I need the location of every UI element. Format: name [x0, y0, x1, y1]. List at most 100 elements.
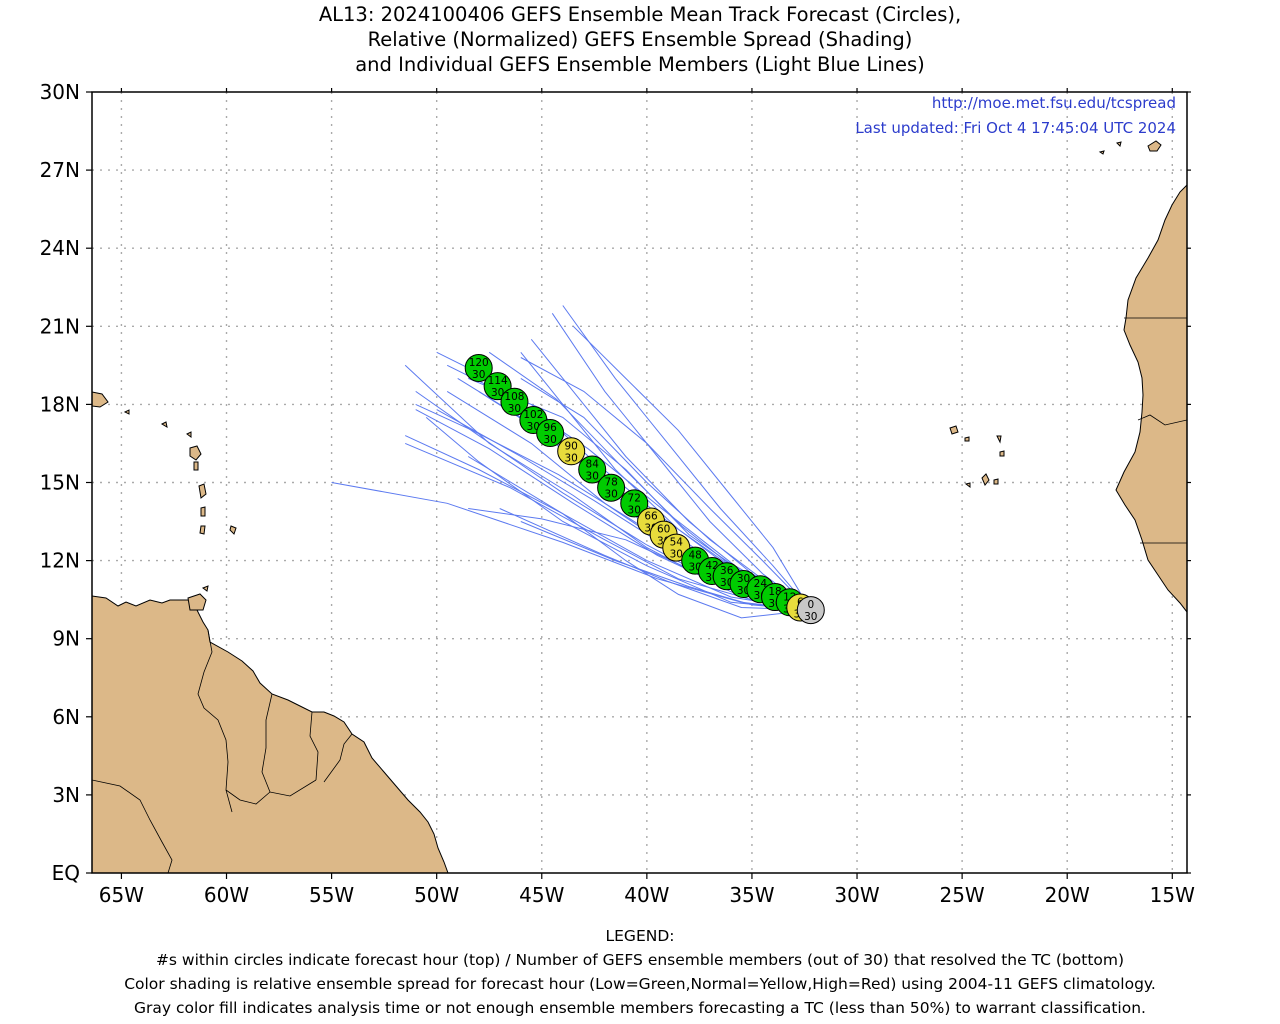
lon-tick-label: 25W [939, 883, 984, 907]
source-url: http://moe.met.fsu.edu/tcspread [932, 94, 1176, 112]
member-count-label: 30 [491, 387, 504, 399]
ensemble-member-line [467, 456, 811, 619]
forecast-hour-label: 114 [488, 375, 508, 387]
ensemble-member-line [499, 508, 811, 611]
lon-tick-label: 40W [624, 883, 669, 907]
member-count-label: 30 [628, 504, 641, 516]
legend-heading: LEGEND: [605, 927, 675, 945]
title-line-3: and Individual GEFS Ensemble Members (Li… [355, 53, 925, 76]
country-borders [92, 317, 1187, 873]
land-barbados [229, 525, 237, 535]
lon-tick-label: 55W [309, 883, 354, 907]
land-puerto-rico-east [92, 391, 109, 408]
land-cape-verde-5 [999, 450, 1005, 457]
land-cape-verde-2 [964, 436, 970, 442]
land-lesser-antilles-1 [189, 445, 202, 461]
border-africa-inner [1137, 414, 1187, 426]
land-madeira [1116, 141, 1122, 147]
track-circle [557, 437, 586, 466]
forecast-hour-label: 30 [737, 573, 750, 585]
lon-tick-label: 15W [1150, 883, 1195, 907]
ensemble-member-line [404, 435, 811, 611]
forecast-hour-label: 96 [543, 422, 557, 434]
border-brazil-guyana [225, 779, 317, 805]
land-cape-verde-3 [981, 473, 990, 486]
forecast-hour-label: 0 [807, 599, 814, 611]
forecast-hour-label: 36 [720, 565, 734, 577]
lon-tick-label: 50W [414, 883, 459, 907]
land-trinidad [187, 593, 207, 611]
land-south-america [92, 595, 449, 873]
land-lesser-antilles-5 [199, 525, 206, 535]
border-suriname-french-guiana [309, 711, 319, 781]
lon-tick-label: 45W [519, 883, 564, 907]
land-cape-verde-1 [949, 425, 959, 435]
legend-line-2: Color shading is relative ensemble sprea… [124, 975, 1156, 993]
forecast-hour-label: 60 [657, 524, 670, 536]
land-island-small-2 [186, 431, 192, 438]
map-title: AL13: 2024100406 GEFS Ensemble Mean Trac… [0, 2, 1280, 77]
member-count-label: 30 [586, 470, 599, 482]
lat-tick-label: 27N [40, 158, 80, 182]
lat-lon-grid [92, 92, 1187, 873]
land-cape-verde-7 [996, 435, 1002, 444]
forecast-hour-label: 72 [628, 492, 641, 504]
forecast-hour-label: 84 [586, 458, 600, 470]
ensemble-member-line [520, 357, 812, 611]
border-venezuela-guyana [197, 629, 233, 813]
border-guyana-suriname [261, 693, 273, 793]
land-africa [1115, 184, 1187, 613]
legend-line-1: #s within circles indicate forecast hour… [155, 951, 1125, 969]
ensemble-member-line [331, 482, 811, 611]
ensemble-member-line [562, 305, 812, 611]
lat-tick-label: 3N [52, 783, 80, 807]
track-point-hour-0: 030 [796, 596, 825, 625]
title-line-1: AL13: 2024100406 GEFS Ensemble Mean Trac… [318, 3, 962, 26]
land-lesser-antilles-3 [198, 483, 207, 499]
land-island-small-3 [160, 421, 168, 429]
lat-tick-label: 6N [52, 705, 80, 729]
lon-tick-label: 35W [729, 883, 774, 907]
forecast-hour-label: 120 [469, 357, 489, 369]
track-circle [536, 419, 565, 448]
land-island-small-1 [1098, 150, 1105, 155]
land-cape-verde-6 [964, 482, 971, 488]
track-circle [597, 473, 626, 502]
forecast-hour-label: 66 [644, 511, 658, 523]
border-french-guiana-brazil [323, 733, 353, 783]
forecast-hour-label: 108 [504, 391, 524, 403]
forecast-hour-label: 54 [670, 537, 684, 549]
last-updated: Last updated: Fri Oct 4 17:45:04 UTC 202… [855, 119, 1176, 137]
lat-tick-label: 12N [40, 549, 80, 573]
land-island-small-4 [123, 409, 130, 415]
track-circle [620, 489, 649, 518]
member-count-label: 30 [604, 489, 617, 501]
member-count-label: 30 [565, 452, 578, 464]
legend: LEGEND: #s within circles indicate forec… [0, 924, 1280, 1020]
lon-tick-label: 30W [834, 883, 879, 907]
ensemble-member-line [572, 325, 812, 611]
lat-tick-label: 18N [40, 392, 80, 416]
land-lesser-antilles-2 [193, 461, 199, 471]
track-circle [796, 596, 825, 625]
land-canary-islands [1147, 140, 1162, 152]
forecast-hour-label: 78 [604, 477, 617, 489]
ensemble-member-line [425, 417, 811, 611]
forecast-hour-label: 90 [565, 440, 578, 452]
land-lesser-antilles-4 [200, 506, 206, 517]
border-brazil-venezuela [92, 779, 173, 873]
land-tobago [201, 585, 209, 592]
lat-tick-label: EQ [52, 861, 80, 885]
track-circle [464, 353, 493, 382]
forecast-hour-label: 24 [754, 578, 768, 590]
track-circle [500, 387, 529, 416]
